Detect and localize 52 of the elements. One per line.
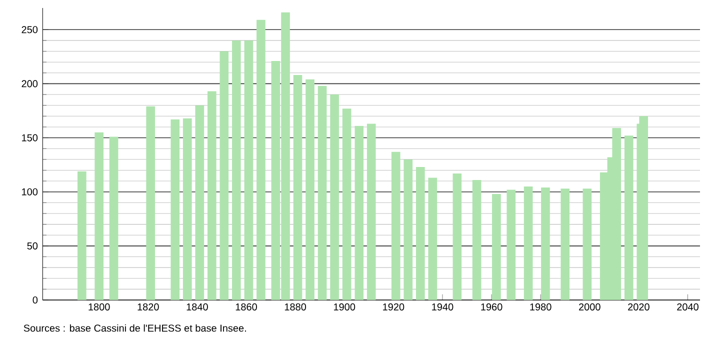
x-tick-label: 1940	[432, 303, 454, 310]
bar	[306, 79, 314, 300]
bar	[109, 136, 118, 300]
x-tick-label: 1960	[481, 303, 502, 310]
bar	[452, 173, 462, 300]
bar	[506, 190, 516, 300]
bar	[366, 124, 376, 300]
bar	[78, 171, 86, 300]
bar	[330, 94, 339, 300]
y-tick-label: 50	[27, 242, 38, 250]
bar	[354, 126, 364, 300]
x-tick-label: 1820	[138, 303, 159, 310]
bar	[94, 132, 104, 300]
bar	[404, 159, 413, 300]
bar	[492, 194, 501, 300]
x-tick-label: 1840	[186, 303, 208, 310]
bar	[472, 180, 482, 300]
bar	[195, 105, 204, 300]
y-tick-label: 100	[22, 188, 38, 196]
bar	[582, 188, 592, 300]
bar	[391, 152, 400, 300]
bar	[146, 106, 156, 300]
x-tick-label: 1920	[383, 303, 404, 310]
bar	[170, 119, 180, 300]
y-tick-label: 150	[22, 134, 38, 142]
y-tick-label: 0	[32, 296, 38, 304]
x-tick-label: 1980	[530, 303, 552, 310]
bar	[244, 40, 254, 300]
bar	[524, 186, 533, 300]
bar	[182, 118, 192, 300]
x-tick-label: 1900	[334, 303, 356, 310]
x-tick-label: 2000	[579, 303, 600, 310]
x-tick-label: 2040	[677, 303, 698, 310]
bar	[232, 40, 241, 300]
bar	[624, 136, 634, 300]
bar	[416, 166, 425, 300]
y-tick-label: 200	[22, 80, 38, 88]
bar	[342, 108, 352, 300]
bar	[318, 86, 327, 300]
bar	[220, 51, 229, 300]
y-tick-label: 250	[22, 26, 38, 34]
bar	[560, 188, 570, 300]
x-tick-label: 1800	[88, 303, 110, 310]
bar	[256, 20, 266, 300]
bar	[428, 178, 438, 300]
source-note: Sources : base Cassini de l'EHESS et base Insee.	[24, 324, 246, 332]
bar	[207, 91, 216, 300]
bar	[293, 75, 302, 300]
x-tick-label: 1880	[284, 303, 306, 310]
bar	[541, 188, 550, 300]
x-tick-label: 1860	[236, 303, 257, 310]
x-tick-label: 2020	[628, 303, 650, 310]
